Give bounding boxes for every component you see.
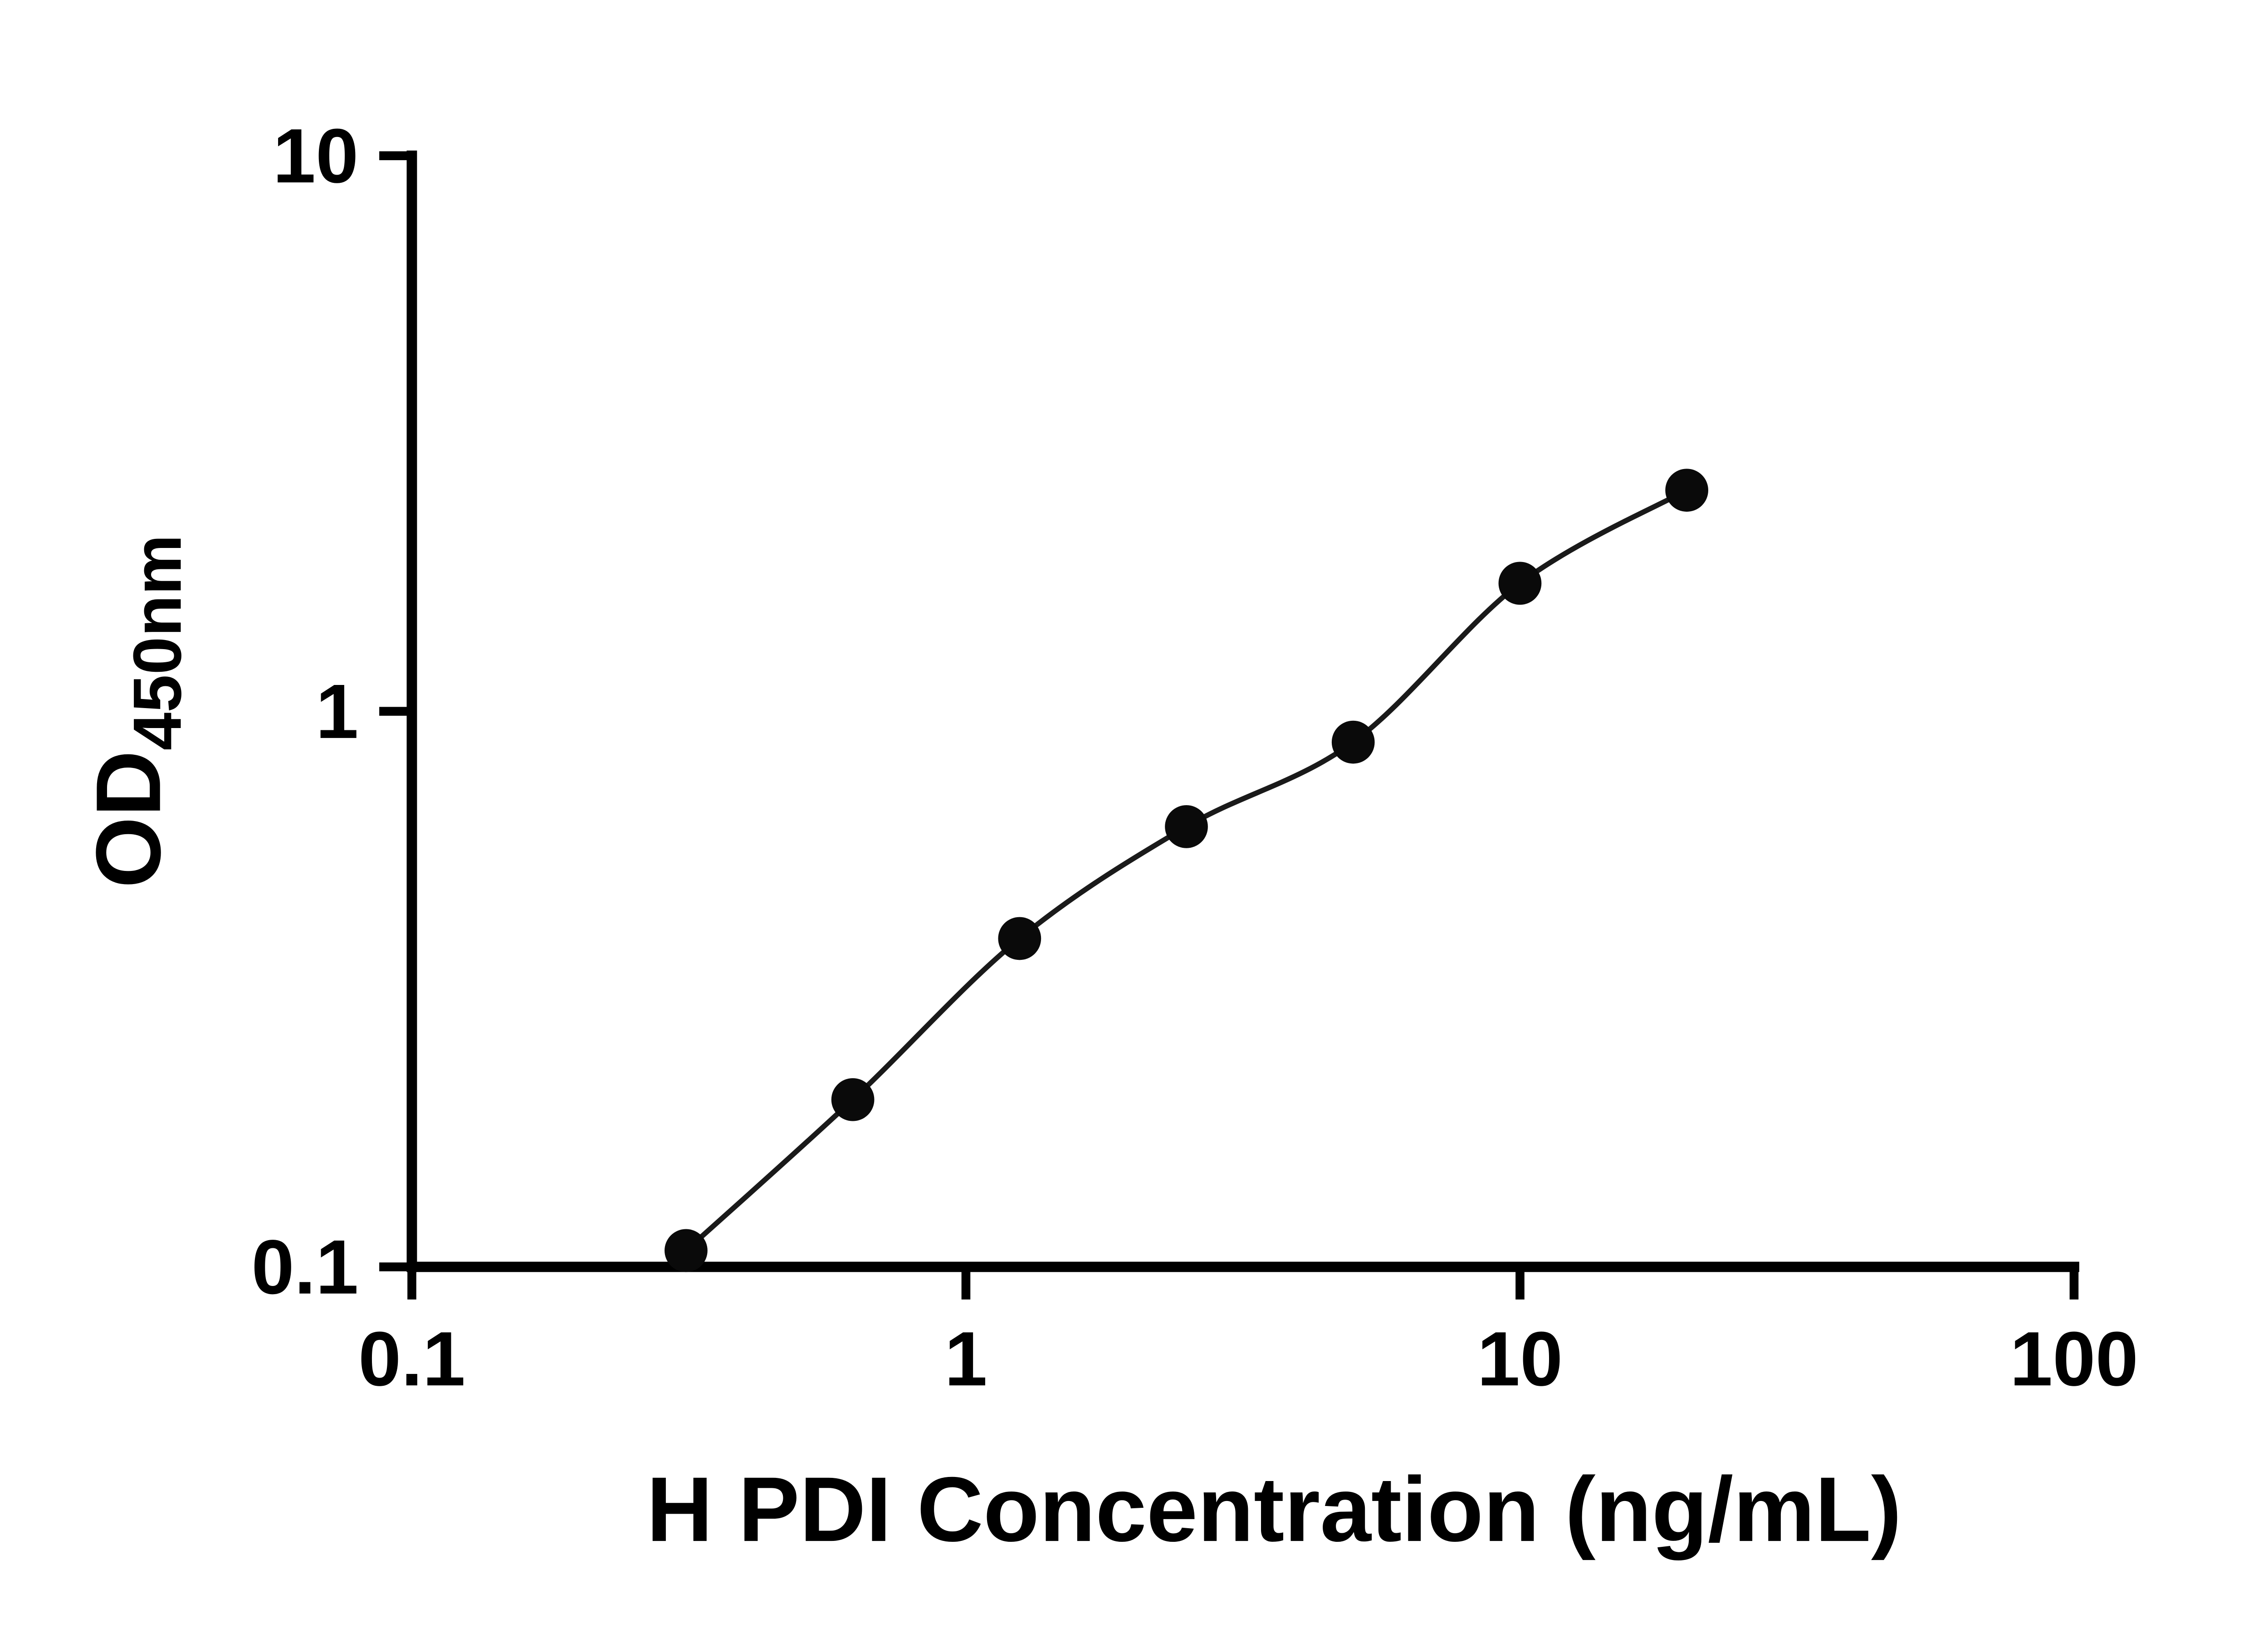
y-axis-ticks: 0.1 1 10	[251, 112, 412, 1310]
x-tick-label: 100	[2010, 1315, 2138, 1402]
y-axis-title-main: OD	[77, 750, 180, 888]
x-axis-title: H PDI Concentration (ng/mL)	[646, 1458, 1901, 1560]
axes	[406, 150, 2079, 1272]
data-point	[831, 1078, 875, 1121]
x-axis-ticks: 0.1 1 10 100	[358, 1266, 2138, 1402]
data-point	[665, 1229, 708, 1272]
data-point	[1665, 469, 1708, 512]
x-tick-label: 1	[944, 1315, 987, 1402]
data-points	[665, 469, 1708, 1272]
y-axis-title-subscript: 450nm	[119, 534, 195, 750]
data-point	[1498, 562, 1542, 605]
x-tick-label: 10	[1477, 1315, 1563, 1402]
y-tick-label: 1	[316, 668, 358, 754]
x-tick-label: 0.1	[358, 1315, 465, 1402]
y-tick-label: 0.1	[251, 1224, 358, 1310]
plot-area: 0.1 1 10 100 0.1 1 10	[251, 112, 2138, 1402]
fit-curve	[684, 488, 1688, 1253]
data-point	[1165, 805, 1208, 848]
data-point	[1331, 720, 1375, 764]
data-point	[998, 917, 1041, 960]
y-tick-label: 10	[273, 112, 358, 199]
y-axis-title: OD450nm	[77, 534, 196, 888]
